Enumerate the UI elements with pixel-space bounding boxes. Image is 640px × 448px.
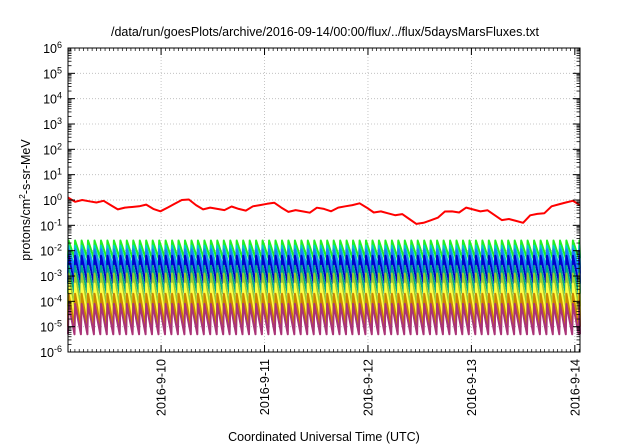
y-tick-label: 10-1 [40, 217, 62, 233]
y-axis-ticks: 106 105 104 103 102 101 100 10-1 10-2 10-3 10-4 10-… [40, 40, 580, 360]
data-series [67, 196, 581, 336]
series-line-0 [67, 196, 581, 225]
y-axis-label: protons/cm2-s-sr-MeV [17, 139, 33, 261]
y-tick-label: 106 [43, 40, 62, 56]
y-tick-label: 10-3 [40, 268, 62, 284]
y-tick-label: 10-2 [40, 243, 62, 259]
series-line-9 [67, 302, 581, 336]
y-axis-label-sup: 2 [17, 194, 27, 199]
y-tick-label: 104 [43, 91, 62, 107]
x-axis-ticks: 2016-9-10 2016-9-11 2016-9-12 2016-9-13 2016… [70, 48, 582, 416]
x-axis-label: Coordinated Universal Time (UTC) [228, 430, 420, 444]
y-axis-label-rest: -s-sr-MeV [19, 139, 33, 195]
y-tick-label: 105 [43, 65, 62, 81]
x-tick-label: 2016-9-13 [465, 359, 479, 416]
y-tick-label: 101 [43, 167, 62, 183]
y-tick-label: 10-5 [40, 319, 62, 335]
y-tick-label: 10-4 [40, 293, 62, 309]
y-axis-label-base: protons/cm [19, 199, 33, 261]
y-tick-label: 100 [43, 192, 62, 208]
x-tick-label: 2016-9-11 [258, 359, 272, 415]
chart-title: /data/run/goesPlots/archive/2016-09-14/0… [111, 25, 540, 39]
y-tick-label: 10-6 [40, 344, 62, 360]
x-tick-label: 2016-9-12 [361, 359, 375, 416]
y-tick-label: 102 [43, 141, 62, 157]
x-tick-label: 2016-9-14 [568, 359, 582, 416]
y-tick-label: 103 [43, 116, 62, 132]
x-tick-label: 2016-9-10 [155, 359, 169, 416]
